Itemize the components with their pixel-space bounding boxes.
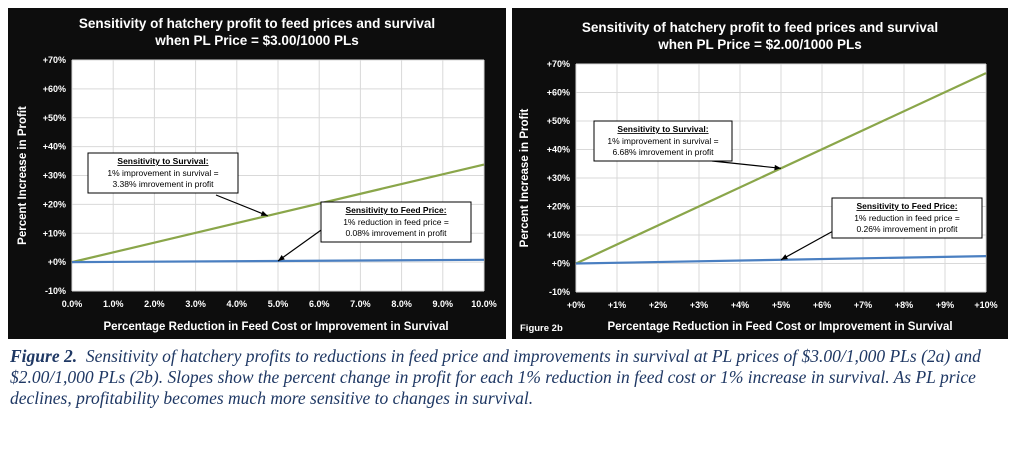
x-tick-label: +9%: [936, 300, 954, 310]
x-axis-label: Percentage Reduction in Feed Cost or Imp…: [103, 321, 448, 333]
figure-caption: Figure 2. Sensitivity of hatchery profit…: [10, 346, 1016, 409]
x-tick-label: +5%: [772, 300, 790, 310]
x-tick-label: 10.0%: [471, 299, 497, 309]
y-axis-label: Percent Increase in Profit: [17, 106, 29, 245]
chart-title-line: when PL Price = $2.00/1000 PLs: [657, 37, 862, 52]
y-tick-label: -10%: [45, 286, 66, 296]
y-tick-label: +60%: [547, 88, 570, 98]
x-tick-label: +1%: [608, 300, 626, 310]
x-tick-label: 5.0%: [268, 299, 289, 309]
x-tick-label: +3%: [690, 300, 708, 310]
annotation-text: 1% improvement in survival =: [107, 168, 218, 178]
y-tick-label: +0%: [552, 259, 570, 269]
y-tick-label: +70%: [43, 55, 66, 65]
annotation-arrow: [780, 229, 836, 261]
x-tick-label: +4%: [731, 300, 749, 310]
y-tick-label: +10%: [547, 230, 570, 240]
x-tick-label: 4.0%: [227, 299, 248, 309]
x-tick-label: +6%: [813, 300, 831, 310]
x-tick-label: 1.0%: [103, 299, 124, 309]
y-tick-label: +70%: [547, 59, 570, 69]
x-tick-label: 9.0%: [433, 299, 454, 309]
annotation-text: 0.08% imrovement in profit: [345, 228, 447, 238]
x-tick-label: +10%: [974, 300, 997, 310]
annotation-title: Sensitivity to Feed Price:: [856, 201, 957, 211]
annotation-box: [87, 152, 239, 194]
caption-text: Sensitivity of hatchery profits to reduc…: [10, 346, 981, 408]
annotation-text: 0.26% imrovement in profit: [856, 224, 958, 234]
x-tick-label: 8.0%: [391, 299, 412, 309]
chart-2a: Sensitivity of hatchery profit to feed p…: [17, 16, 497, 333]
annotation-text: 1% reduction in feed price =: [854, 213, 960, 223]
chart-panel-2b: Sensitivity of hatchery profit to feed p…: [512, 8, 1008, 339]
x-axis-label: Percentage Reduction in Feed Cost or Imp…: [607, 321, 952, 333]
x-tick-label: 2.0%: [144, 299, 165, 309]
x-tick-label: +0%: [567, 300, 585, 310]
chart-panel-2a: Sensitivity of hatchery profit to feed p…: [8, 8, 506, 339]
y-tick-label: +0%: [48, 257, 66, 267]
y-tick-label: +30%: [43, 171, 66, 181]
x-tick-label: 0.0%: [62, 299, 83, 309]
annotation-arrowhead: [260, 210, 268, 216]
annotation-title: Sensitivity to Survival:: [617, 124, 708, 134]
y-axis-label: Percent Increase in Profit: [519, 108, 531, 247]
annotation-box: [320, 201, 472, 243]
y-tick-label: +20%: [43, 199, 66, 209]
chart-title-line: when PL Price = $3.00/1000 PLs: [154, 33, 359, 48]
annotation-text: 6.68% imrovement in profit: [612, 147, 714, 157]
chart-title-line: Sensitivity of hatchery profit to feed p…: [582, 20, 938, 35]
chart-2b: Sensitivity of hatchery profit to feed p…: [519, 20, 998, 334]
y-tick-label: +40%: [547, 145, 570, 155]
annotation-title: Sensitivity to Feed Price:: [345, 205, 446, 215]
annotation-text: 3.38% imrovement in profit: [112, 179, 214, 189]
series-line-survival: [71, 163, 485, 264]
annotation-arrowhead: [781, 254, 788, 260]
x-tick-label: +7%: [854, 300, 872, 310]
caption-label: Figure 2.: [10, 346, 78, 366]
figure-tag: Figure 2b: [520, 323, 563, 334]
y-tick-label: +10%: [43, 228, 66, 238]
annotation-title: Sensitivity to Survival:: [117, 156, 208, 166]
y-tick-label: -10%: [549, 287, 570, 297]
annotation-arrow: [711, 160, 782, 169]
annotation-arrowhead: [278, 254, 285, 261]
x-tick-label: 3.0%: [185, 299, 206, 309]
y-tick-label: +50%: [43, 113, 66, 123]
annotation-text: 1% improvement in survival =: [607, 136, 718, 146]
annotation-box: [593, 120, 733, 162]
annotation-arrowhead: [774, 164, 781, 171]
y-tick-label: +50%: [547, 116, 570, 126]
annotation-box: [831, 197, 983, 239]
annotation-arrow: [215, 194, 268, 217]
y-tick-label: +20%: [547, 202, 570, 212]
x-tick-label: +8%: [895, 300, 913, 310]
x-tick-label: +2%: [649, 300, 667, 310]
annotation-arrow: [277, 227, 325, 262]
y-tick-label: +40%: [43, 142, 66, 152]
y-tick-label: +30%: [547, 173, 570, 183]
x-tick-label: 7.0%: [350, 299, 371, 309]
chart-title-line: Sensitivity of hatchery profit to feed p…: [79, 16, 435, 31]
x-tick-label: 6.0%: [309, 299, 330, 309]
y-tick-label: +60%: [43, 84, 66, 94]
annotation-text: 1% reduction in feed price =: [343, 217, 449, 227]
